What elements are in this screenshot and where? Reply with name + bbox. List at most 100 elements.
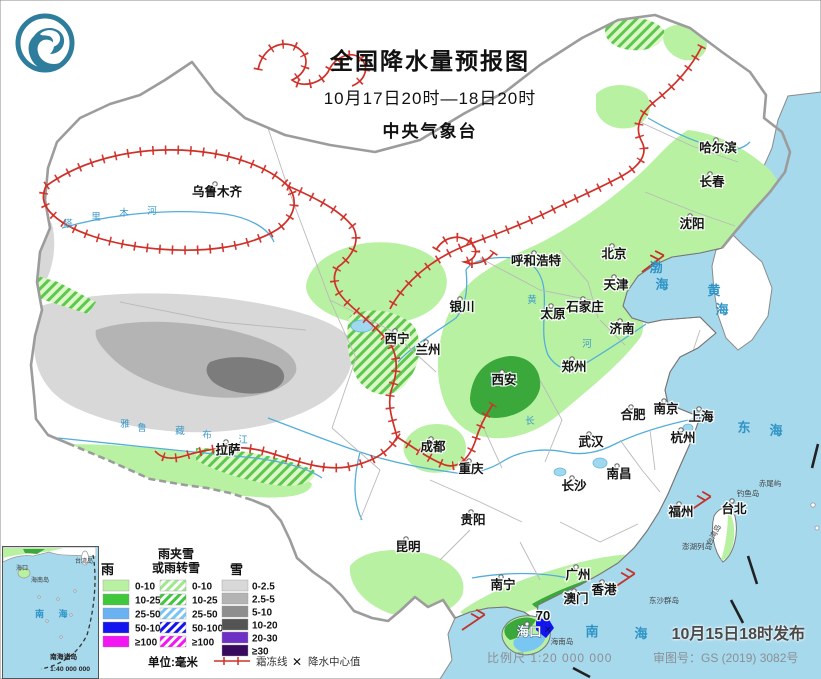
legend-frost-label: 霜冻线 — [256, 655, 288, 668]
south-china-sea-inset-map: 海口 海南岛 台湾岛南 海南海诸岛 1:40 000 000 — [2, 546, 99, 679]
legend-rain-label: 25-50 — [135, 610, 161, 621]
rain-area-gansu — [306, 242, 447, 325]
legend-sleet-swatch — [159, 635, 187, 648]
city-太原: 太原 — [539, 303, 567, 322]
river-label: 里 — [91, 212, 101, 223]
inset-label: 南 海 — [35, 608, 74, 619]
legend-sleet-label: ≥100 — [192, 638, 215, 649]
city-dot — [212, 181, 218, 187]
city-label: 银川 — [449, 299, 474, 314]
sea-label: 海 — [769, 423, 782, 438]
legend-snow-label: ≥30 — [252, 647, 269, 658]
city-石家庄: 石家庄 — [564, 296, 605, 315]
city-dot — [423, 339, 429, 345]
city-dot — [573, 564, 579, 570]
legend-sleet-label: 10-25 — [192, 596, 218, 607]
city-dot — [687, 213, 693, 219]
legend-unit: 单位:毫米 — [148, 655, 198, 669]
river-label: 雅 — [120, 418, 130, 430]
city-dot — [628, 404, 634, 410]
legend-rain-title: 雨 — [101, 562, 114, 577]
legend-sleet-label: 25-50 — [192, 610, 218, 621]
legend-sleet-swatch — [159, 607, 187, 620]
city-dot — [569, 475, 575, 481]
legend-rain-label: 10-25 — [135, 596, 161, 607]
city-dot — [707, 171, 713, 177]
issuing-agency: 中央气象台 — [382, 122, 478, 141]
legend-sleet-swatch — [159, 579, 187, 592]
forecast-period: 10月17日20时—18日20时 — [323, 89, 537, 108]
national-border-inland-dashed — [71, 443, 253, 502]
lakes — [350, 319, 694, 477]
city-dot — [428, 436, 434, 442]
city-dot — [696, 406, 702, 412]
city-dot — [729, 498, 735, 504]
city-乌鲁木齐: 乌鲁木齐 — [191, 181, 244, 200]
city-label: 西安 — [491, 372, 516, 387]
legend-snow-title: 雪 — [230, 562, 243, 577]
city-dot — [499, 369, 505, 375]
legend-rain-swatch — [102, 635, 130, 648]
city-label: 合肥 — [620, 407, 646, 422]
city-label: 昆明 — [395, 539, 420, 554]
river-label: 藏 — [175, 425, 185, 437]
city-dot — [392, 328, 398, 334]
legend-rain-swatch — [102, 621, 130, 634]
inset-taiwan — [81, 550, 89, 566]
island-label: 澎湖列岛 — [682, 541, 712, 551]
city-杭州: 杭州 — [669, 427, 697, 446]
city-label: 郑州 — [561, 359, 586, 374]
city-西安: 西安 — [490, 369, 518, 388]
city-dot — [571, 588, 577, 594]
cma-logo-icon — [15, 13, 75, 73]
inset-label: 海口 — [16, 564, 28, 572]
sea-label: 海 — [634, 626, 647, 641]
city-上海: 上海 — [687, 406, 715, 425]
city-label: 广州 — [565, 567, 590, 582]
river-labels: 塔里木河雅鲁藏布江黄河长江 — [63, 205, 592, 446]
sea-label: 南 — [585, 624, 598, 639]
city-dot — [586, 431, 592, 437]
map-legend: 雨 雨夹雪 或雨转雪 雪 0-10 10-25 25-50 50-100 ≥100 0-1… — [101, 546, 361, 669]
island-label: 赤尾屿 — [759, 479, 782, 488]
offshore-islets — [810, 502, 820, 531]
snow-area-heavy — [206, 357, 285, 394]
rain-area-ne-patch-a — [596, 85, 650, 129]
city-昆明: 昆明 — [394, 536, 422, 555]
city-澳门: 澳门 — [562, 588, 590, 607]
legend-snow-swatch — [221, 579, 249, 592]
sea-label: 东 — [737, 420, 750, 435]
legend-snow-swatch — [221, 631, 249, 644]
precip-center-symbol-legend: ✕ — [292, 655, 302, 669]
city-dot — [676, 501, 682, 507]
city-dot — [498, 574, 504, 580]
rain-core-xian — [470, 356, 541, 418]
city-label: 海口 — [516, 624, 541, 639]
legend-rain-label: ≥100 — [135, 638, 158, 649]
sleet-area-lhasa — [196, 448, 315, 486]
inset-label: 海南岛 — [31, 576, 49, 584]
city-label: 太原 — [540, 306, 566, 321]
china-coastline — [454, 247, 723, 621]
rain-core-hainan-50-100 — [536, 618, 554, 638]
river-label: 河 — [147, 205, 157, 217]
city-dot — [617, 318, 623, 324]
city-label: 成都 — [420, 439, 446, 454]
city-dot — [713, 137, 719, 143]
river-label: 木 — [119, 207, 129, 219]
legend-snow-label: 2.5-5 — [252, 595, 275, 606]
frost-lines — [38, 39, 707, 473]
city-济南: 济南 — [608, 318, 636, 337]
inset-nine-dash-line — [40, 554, 96, 670]
city-dot — [466, 458, 472, 464]
map-title: 全国降水量预报图 — [330, 48, 530, 74]
city-dot — [548, 303, 554, 309]
city-dot — [403, 536, 409, 542]
sleet-area-ne-top — [605, 18, 665, 51]
city-贵阳: 贵阳 — [459, 509, 487, 528]
city-label: 贵阳 — [460, 512, 485, 527]
approval-number: 审图号：GS (2019) 3082号 — [653, 651, 799, 665]
legend-rain-swatch — [102, 607, 130, 620]
city-label: 香港 — [590, 582, 617, 597]
